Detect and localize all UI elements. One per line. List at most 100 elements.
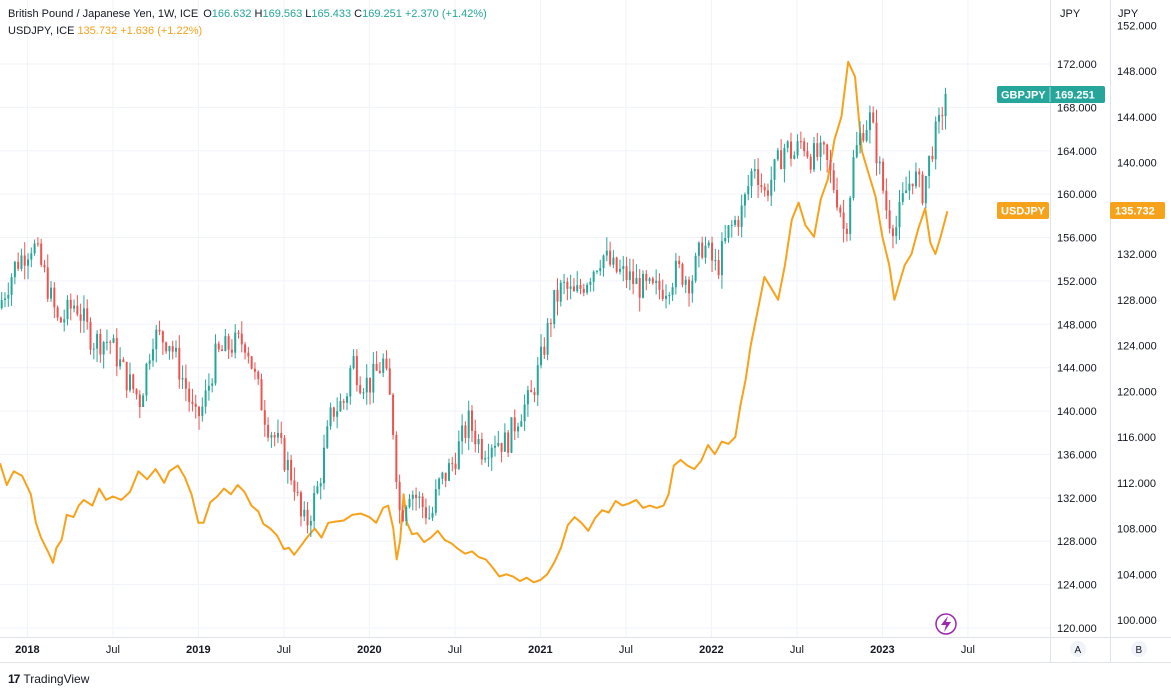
candle (625, 256, 628, 289)
candle (563, 273, 566, 295)
candle (665, 284, 668, 309)
lightning-icon[interactable] (935, 613, 957, 635)
open-value: 166.632 (211, 8, 252, 20)
candle (349, 365, 352, 405)
candle (73, 299, 76, 313)
candle (582, 283, 585, 297)
candle (411, 490, 414, 511)
low-label: L (305, 8, 312, 20)
candle (178, 335, 181, 389)
main-series-legend[interactable]: British Pound / Japanese Yen, 1W, ICE O16… (8, 7, 490, 21)
time-scale[interactable]: 2018 Jul 2019 Jul 2020 Jul 2021 Jul 2022 Jul 2023 J… (15, 644, 975, 656)
candle (138, 390, 141, 419)
candle (227, 333, 230, 359)
candle (457, 430, 460, 471)
left-tick-label: 140.000 (1057, 406, 1097, 418)
compare-series-legend[interactable]: USDJPY, ICE 135.732 +1.636 (+1.22%) (8, 24, 205, 38)
candle (480, 432, 483, 465)
candle (244, 342, 247, 360)
candle (66, 295, 69, 326)
time-tick-label: 2023 (870, 644, 894, 656)
left-tick-label: 164.000 (1057, 146, 1097, 158)
candle (714, 248, 717, 271)
candle (53, 281, 56, 319)
candle (332, 406, 335, 422)
candle (362, 388, 365, 400)
candle (635, 264, 638, 285)
candle (96, 330, 99, 363)
candle (336, 397, 339, 429)
candle (451, 456, 454, 472)
candle (359, 376, 362, 395)
candle (59, 316, 62, 324)
candle (872, 106, 875, 124)
left-tick-label: 152.000 (1057, 276, 1097, 288)
candle (688, 276, 691, 307)
candle (934, 116, 937, 170)
candle (572, 278, 575, 292)
candle (257, 370, 260, 385)
candle (237, 330, 240, 339)
candle (194, 394, 197, 419)
candle (944, 87, 947, 130)
candle (806, 142, 809, 159)
left-tick-label: 128.000 (1057, 536, 1097, 548)
candle (207, 373, 210, 401)
candle (260, 373, 263, 411)
candle (109, 340, 112, 355)
scale-a-button[interactable]: A (1070, 641, 1086, 657)
candle (859, 121, 862, 154)
candle (868, 105, 871, 144)
candle (855, 131, 858, 159)
candle (76, 295, 79, 317)
candle (586, 282, 589, 295)
candle (819, 135, 822, 171)
candle (882, 158, 885, 194)
scale-b-button[interactable]: B (1131, 641, 1147, 657)
footer-branding[interactable]: 17 TradingView (8, 672, 89, 686)
usdjpy-price-scale[interactable]: 100.000 104.000 108.000 112.000 116.000 120.0… (1117, 20, 1157, 627)
candle (717, 249, 720, 280)
high-label: H (254, 8, 263, 20)
right-tick-label: 104.000 (1117, 569, 1157, 581)
compare-symbol-title[interactable]: USDJPY, ICE (8, 25, 75, 37)
candle (112, 334, 115, 344)
gbpjpy-price-scale[interactable]: 120.000 124.000 128.000 132.000 136.000 140.0… (1057, 59, 1097, 635)
symbol-title[interactable]: British Pound / Japanese Yen, 1W, ICE (8, 8, 199, 20)
candle (701, 236, 704, 260)
left-tick-label: 168.000 (1057, 102, 1097, 114)
candle (628, 258, 631, 291)
candle (845, 222, 848, 242)
candle (395, 431, 398, 489)
candle (89, 317, 92, 355)
candle (438, 477, 441, 496)
candle (684, 275, 687, 294)
candle (198, 405, 201, 430)
right-tick-label: 132.000 (1117, 249, 1157, 261)
candle (757, 158, 760, 199)
candle (329, 402, 332, 430)
candle (230, 339, 233, 358)
candle (204, 379, 207, 414)
candle (401, 505, 404, 523)
usdjpy-badge-label: USDJPY (1001, 206, 1046, 218)
candle (780, 139, 783, 170)
candle (668, 292, 671, 305)
candle (813, 136, 816, 173)
candle (40, 238, 43, 268)
candle (809, 153, 812, 174)
candle (171, 340, 174, 360)
candle (355, 349, 358, 392)
candle (372, 351, 375, 404)
candle (766, 183, 769, 202)
candle (36, 237, 39, 247)
candle (7, 282, 10, 307)
candle (27, 253, 30, 280)
candle (148, 353, 151, 370)
candle (181, 365, 184, 390)
candle (609, 241, 612, 267)
right-tick-label: 152.000 (1117, 20, 1157, 32)
scale-a-label: A (1075, 645, 1082, 656)
close-value: 169.251 (362, 8, 402, 20)
